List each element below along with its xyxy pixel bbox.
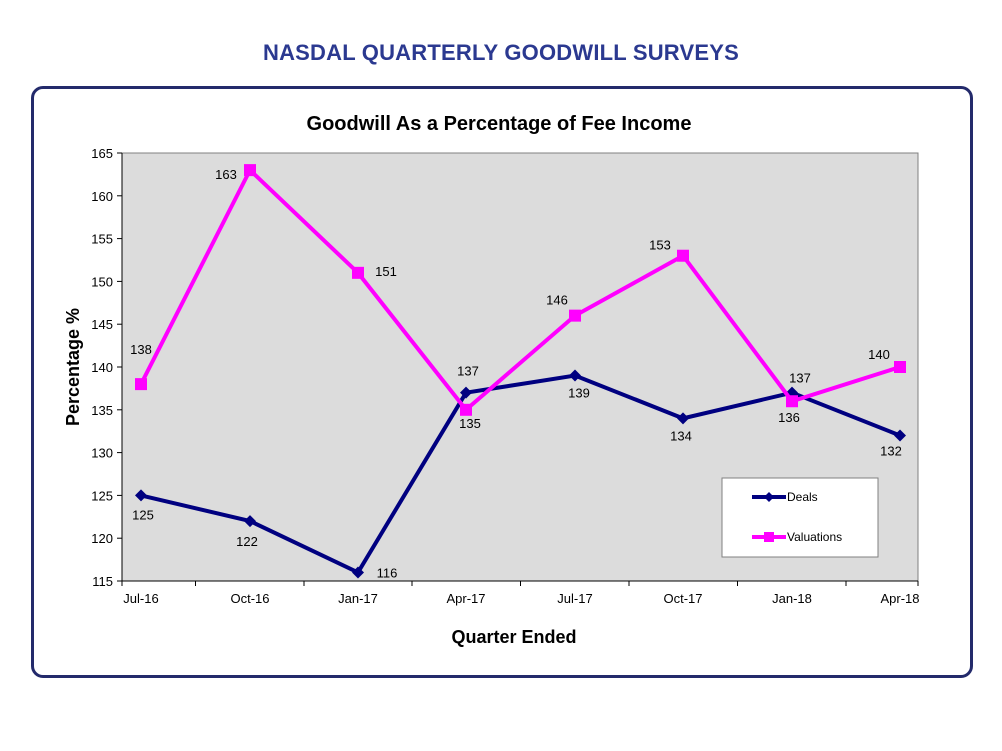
data-labels: 125 122 116 137 139 134 137 132 138 163 151 135 146 1…: [130, 167, 902, 580]
legend-deals-label: Deals: [787, 490, 818, 504]
y-tick-label: 115: [92, 574, 113, 589]
valuations-point: [244, 164, 256, 177]
y-tick-label: 155: [91, 232, 113, 247]
deals-data-label: 134: [670, 428, 692, 443]
valuations-point: [352, 266, 364, 279]
y-tick-label: 125: [91, 488, 113, 503]
deals-line: [140, 373, 901, 576]
y-axis-title: Percentage %: [63, 308, 83, 426]
y-tick-label: 150: [91, 274, 113, 289]
deals-data-label: 132: [880, 443, 902, 458]
x-tick-label: Jan-18: [772, 591, 812, 606]
x-tick-label: Oct-17: [663, 591, 702, 606]
deals-point: [135, 489, 147, 502]
deals-data-label: 137: [457, 364, 479, 379]
valuations-point: [677, 249, 689, 262]
page-heading: NASDAL QUARTERLY GOODWILL SURVEYS: [262, 40, 739, 65]
y-tick-label: 145: [91, 317, 113, 332]
valuations-point: [460, 403, 472, 416]
valuations-point: [786, 395, 798, 408]
deals-data-label: 122: [236, 534, 258, 549]
deals-data-label: 116: [377, 565, 398, 580]
valuations-data-label: 151: [375, 264, 397, 279]
deals-point: [244, 515, 256, 528]
valuations-data-label: 138: [130, 342, 152, 357]
x-tick-label: Apr-17: [446, 591, 485, 606]
y-tick-label: 160: [91, 189, 113, 204]
x-tick-label: Oct-16: [230, 591, 269, 606]
deals-data-label: 137: [789, 371, 811, 386]
deals-point: [894, 429, 906, 442]
valuations-point: [569, 309, 581, 322]
x-axis-title: Quarter Ended: [451, 627, 576, 647]
valuations-data-label: 140: [868, 347, 890, 362]
series-layer: [135, 164, 906, 579]
y-tick-label: 140: [91, 360, 113, 375]
valuations-line: [139, 166, 901, 413]
deals-data-label: 139: [568, 386, 590, 401]
valuations-point: [135, 378, 147, 391]
y-tick-label: 120: [91, 531, 113, 546]
axes: 115 120 125 130 135 140 145 150 155 160 165 Jul-16 O…: [91, 146, 919, 606]
valuations-point: [764, 532, 774, 542]
x-tick-label: Apr-18: [880, 591, 919, 606]
y-tick-label: 130: [91, 446, 113, 461]
chart-title: Goodwill As a Percentage of Fee Income: [307, 113, 692, 135]
legend-box: [721, 477, 879, 558]
deals-point: [764, 492, 774, 502]
valuations-point: [894, 361, 906, 373]
x-tick-label: Jul-17: [557, 591, 592, 606]
deals-data-label: 125: [132, 507, 154, 522]
deals-point: [677, 412, 689, 425]
valuations-data-label: 153: [649, 238, 671, 253]
legend-valuations-label: Valuations: [787, 530, 842, 544]
y-tick-label: 165: [91, 146, 113, 161]
valuations-data-label: 146: [546, 293, 568, 308]
x-tick-label: Jul-16: [123, 591, 158, 606]
x-tick-label: Jan-17: [338, 591, 378, 606]
y-tick-label: 135: [91, 403, 113, 418]
deals-point: [352, 566, 364, 579]
legend: Deals Valuations: [721, 477, 879, 558]
deals-point: [569, 369, 581, 382]
valuations-data-label: 163: [215, 167, 237, 182]
valuations-data-label: 135: [459, 416, 481, 431]
valuations-data-label: 136: [778, 410, 800, 425]
deals-point: [460, 386, 472, 399]
